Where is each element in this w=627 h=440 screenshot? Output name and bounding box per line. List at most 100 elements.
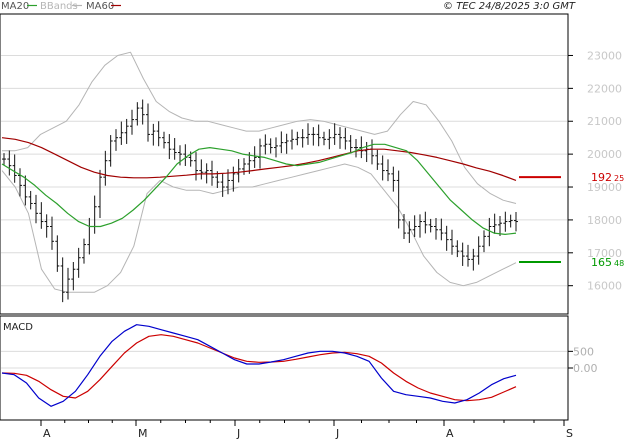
macd-line	[1, 324, 517, 407]
ohlc-bar	[114, 129, 118, 151]
ohlc-bar	[76, 247, 81, 278]
ohlc-bar	[98, 169, 102, 218]
ohlc-bar	[503, 211, 508, 232]
price-bars	[2, 99, 518, 303]
ohlc-bar	[428, 218, 433, 233]
ohlc-bar	[466, 244, 470, 267]
ohlc-bar	[450, 229, 454, 255]
ohlc-bar	[236, 159, 241, 183]
price-tick-label: 20000	[587, 148, 622, 161]
x-tick-label: J	[335, 427, 339, 440]
price-panel	[0, 13, 569, 315]
ohlc-bar	[263, 134, 268, 155]
ohlc-bar	[412, 215, 417, 238]
x-tick-label: S	[566, 427, 573, 440]
macd-tick-label: 0.00	[573, 362, 598, 375]
ohlc-bar	[396, 170, 401, 229]
ma60-line	[1, 137, 517, 181]
ma20-line	[1, 143, 517, 235]
ohlc-bar	[418, 214, 422, 238]
ohlc-bar	[375, 149, 380, 170]
ohlc-bar	[460, 242, 465, 266]
current-values: 192 25 165 48	[519, 171, 624, 269]
ohlc-bar	[295, 131, 300, 146]
ohlc-bar	[498, 215, 502, 237]
ohlc-bar	[194, 152, 198, 181]
macd-signal-line	[1, 334, 517, 402]
ohlc-bar	[439, 218, 444, 241]
ohlc-bar	[354, 139, 358, 158]
price-tick-label: 18000	[587, 214, 622, 227]
ohlc-bar	[492, 213, 497, 234]
ohlc-bar	[508, 214, 513, 228]
ohlc-bar	[322, 131, 326, 146]
copyright-text: © TEC 24/8/2025 3:0 GMT	[443, 1, 576, 12]
price-tick-label: 22000	[587, 82, 622, 95]
ohlc-bar	[210, 160, 214, 186]
ohlc-bar	[220, 173, 225, 197]
ohlc-bar	[167, 134, 172, 160]
ohlc-bar	[444, 225, 449, 251]
macd-lines	[1, 324, 517, 407]
ohlc-bar	[338, 127, 342, 149]
ohlc-bar	[284, 133, 289, 154]
ohlc-bar	[66, 267, 70, 300]
ohlc-bar	[402, 213, 406, 239]
ohlc-bar	[380, 155, 385, 181]
ohlc-bar	[82, 238, 86, 264]
ohlc-bar	[487, 217, 492, 247]
ohlc-bar	[146, 103, 150, 142]
macd-axis-labels: 500 0.00	[573, 345, 598, 375]
ohlc-bar	[471, 248, 476, 271]
legend: MA20 BBands MA60	[1, 1, 121, 12]
ohlc-bar	[39, 202, 44, 229]
current-value-label: 165 48	[591, 256, 624, 269]
ohlc-bar	[274, 137, 278, 158]
ohlc-bar	[300, 129, 305, 148]
ohlc-bar	[28, 190, 33, 210]
ohlc-bar	[311, 127, 316, 146]
moving-averages	[1, 137, 517, 235]
x-tick-label: A	[43, 427, 51, 440]
ohlc-bar	[423, 211, 428, 234]
ohlc-bar	[348, 135, 353, 154]
ohlc-bar	[103, 150, 108, 186]
ohlc-bar	[332, 123, 337, 145]
ohlc-bar	[130, 109, 134, 135]
price-tick-label: 19000	[587, 181, 622, 194]
ohlc-bar	[407, 221, 412, 243]
bb-lower-line	[1, 163, 517, 293]
price-tick-label: 17000	[587, 247, 622, 260]
x-tick-label: A	[446, 427, 454, 440]
bb-upper-line	[2, 51, 517, 204]
ohlc-bar	[44, 214, 49, 238]
ohlc-bar	[258, 138, 262, 169]
macd-title: MACD	[3, 322, 33, 333]
ohlc-bar	[18, 168, 22, 197]
ohlc-bar	[343, 127, 348, 150]
ohlc-bar	[290, 129, 294, 150]
ohlc-bar	[7, 150, 12, 176]
ohlc-bar	[391, 166, 396, 192]
ohlc-bar	[434, 217, 438, 240]
ohlc-bar	[279, 131, 284, 154]
ohlc-bar	[172, 138, 177, 160]
ohlc-bar	[199, 159, 204, 180]
ohlc-bar	[268, 138, 273, 154]
ohlc-bar	[12, 154, 17, 183]
price-axis-labels: 16000 17000 18000 19000 20000 21000 22000 23000	[587, 49, 622, 292]
ohlc-bar	[140, 99, 145, 125]
price-tick-label: 16000	[587, 280, 622, 293]
ohlc-bar	[151, 123, 156, 146]
ohlc-bar	[476, 236, 481, 265]
ohlc-bar	[2, 153, 6, 165]
price-tick-label: 23000	[587, 49, 622, 62]
ohlc-bar	[23, 175, 28, 206]
ohlc-bar	[455, 240, 460, 258]
current-value-label: 192 25	[591, 171, 624, 184]
price-tick-label: 21000	[587, 115, 622, 128]
ohlc-bar	[50, 216, 54, 250]
macd-grid	[1, 350, 573, 369]
